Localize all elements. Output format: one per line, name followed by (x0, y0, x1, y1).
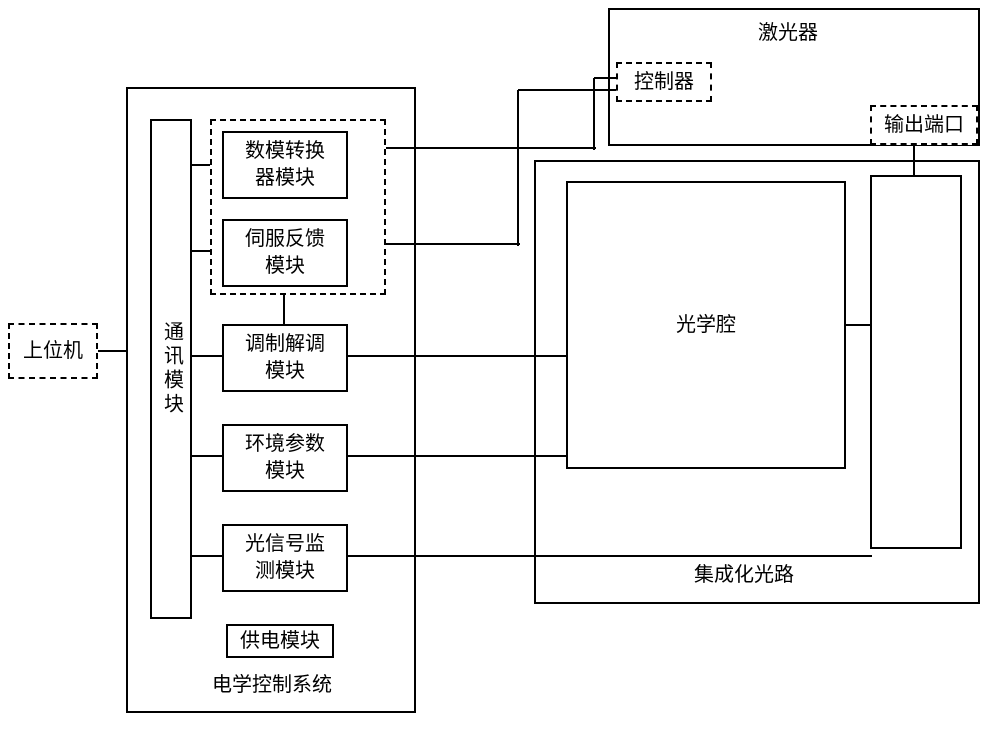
edge-top-9-seg-2 (518, 89, 618, 91)
controller-box-label: 控制器 (634, 69, 694, 96)
output-port-box-label: 输出端口 (884, 112, 964, 139)
power-module-box: 供电模块 (226, 624, 334, 658)
env-param-box-label: 环境参数 模块 (245, 431, 325, 485)
integrated-optical-path-title: 集成化光路 (694, 562, 794, 589)
optical-cavity-box: 光学腔 (566, 181, 846, 469)
host-box-label: 上位机 (23, 338, 83, 365)
power-module-box-label: 供电模块 (240, 628, 320, 655)
dac-module-box: 数模转换 器模块 (222, 131, 348, 199)
edge-top-13-seg-0 (913, 145, 915, 177)
edge-top-8-seg-2 (594, 77, 618, 79)
edge-top-11-seg-0 (348, 455, 568, 457)
edge-top-5-seg-0 (192, 555, 224, 557)
comm-module-box-label: 通讯模块 (158, 321, 185, 417)
comm-module-box: 通讯模块 (150, 119, 192, 619)
optical-monitor-box: 光信号监 测模块 (222, 524, 348, 592)
edge-top-14-seg-0 (846, 324, 872, 326)
dac-module-box-label: 数模转换 器模块 (245, 138, 325, 192)
env-param-box: 环境参数 模块 (222, 424, 348, 492)
servo-feedback-box: 伺服反馈 模块 (222, 219, 348, 287)
servo-feedback-box-label: 伺服反馈 模块 (245, 226, 325, 280)
ecs-title: 电学控制系统 (212, 672, 332, 699)
edge-top-10-seg-0 (348, 355, 568, 357)
integrated-optical-inner (870, 175, 962, 549)
laser-title: 激光器 (758, 20, 818, 47)
modem-box-label: 调制解调 模块 (245, 331, 325, 385)
edge-top-12-seg-0 (348, 555, 872, 557)
host-box: 上位机 (8, 323, 98, 379)
modem-box: 调制解调 模块 (222, 324, 348, 392)
edge-top-4-seg-0 (192, 455, 224, 457)
edge-top-9-seg-1 (517, 90, 519, 246)
optical-cavity-box-label: 光学腔 (676, 312, 736, 339)
controller-box: 控制器 (616, 62, 712, 102)
edge-top-3-seg-0 (192, 355, 224, 357)
output-port-box: 输出端口 (870, 105, 978, 145)
optical-monitor-box-label: 光信号监 测模块 (245, 531, 325, 585)
edge-top-0-seg-0 (98, 350, 128, 352)
